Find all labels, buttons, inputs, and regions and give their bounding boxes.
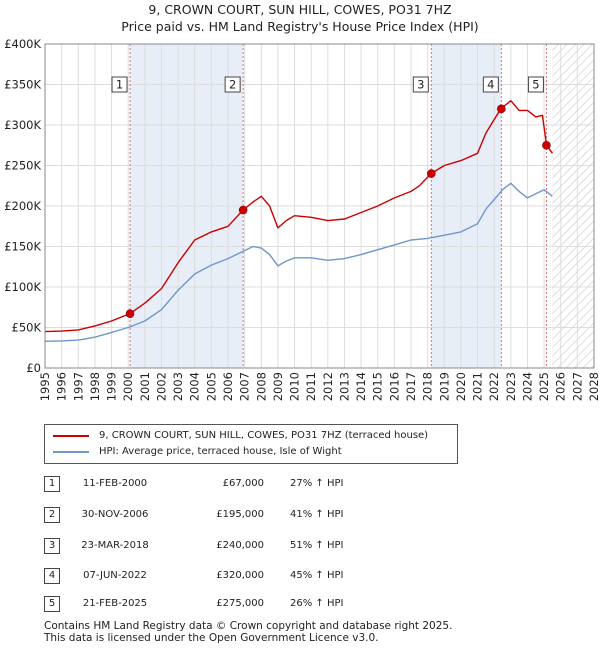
sale-hpi-change: 26% ↑ HPI [290, 598, 344, 609]
sale-number-box [111, 76, 128, 93]
sale-number-box [482, 76, 499, 93]
x-tick-label: 2008 [254, 372, 268, 401]
y-tick-label: £50K [12, 321, 42, 335]
hpi-line [44, 182, 553, 342]
x-tick-label: 2014 [354, 372, 368, 401]
sale-point [125, 309, 135, 319]
footer-line1: Contains HM Land Registry data © Crown c… [44, 620, 453, 632]
price-chart: 1 2 3 4 5 £0 £50K £100K £150K £200K £250K £300K £350… [4, 37, 600, 401]
sale-number-badge: 3 [44, 538, 60, 554]
x-tick-label: 2004 [188, 372, 202, 401]
x-tick-label: 2002 [154, 372, 168, 401]
y-tick-label: £400K [4, 37, 41, 51]
sale-hpi-change: 45% ↑ HPI [290, 570, 344, 581]
x-tick-label: 1997 [71, 372, 85, 401]
legend-swatch-hpi [53, 451, 89, 453]
chart-title-line1: 9, CROWN COURT, SUN HILL, COWES, PO31 7H… [148, 2, 452, 17]
table-row: 2 30-NOV-2006 £195,000 41% ↑ HPI [0, 507, 600, 527]
sale-price: £195,000 [216, 509, 264, 520]
property-price-line [44, 100, 553, 333]
x-tick-label: 2012 [321, 372, 335, 401]
legend-label-hpi: HPI: Average price, terraced house, Isle… [99, 446, 342, 457]
y-tick-label: £150K [4, 240, 41, 254]
x-tick-label: 2000 [121, 372, 135, 401]
sale-date: 23-MAR-2018 [81, 540, 149, 551]
table-row: 4 07-JUN-2022 £320,000 45% ↑ HPI [0, 568, 600, 588]
table-row: 5 21-FEB-2025 £275,000 26% ↑ HPI [0, 596, 600, 616]
sale-price: £67,000 [222, 478, 264, 489]
x-tick-label: 2007 [238, 372, 252, 401]
sale-price: £320,000 [216, 570, 264, 581]
legend: 9, CROWN COURT, SUN HILL, COWES, PO31 7H… [44, 424, 458, 464]
y-tick-label: £200K [4, 199, 41, 213]
x-tick-label: 2022 [487, 372, 501, 401]
x-tick-label: 2019 [437, 372, 451, 401]
x-tick-label: 2010 [288, 372, 302, 401]
sale-date: 21-FEB-2025 [82, 598, 148, 609]
x-tick-label: 2027 [570, 372, 584, 401]
x-tick-label: 2001 [138, 372, 152, 401]
x-tick-label: 2024 [520, 372, 534, 401]
sale-number-box [527, 76, 544, 93]
y-tick-label: £300K [4, 118, 41, 132]
sale-date: 11-FEB-2000 [82, 478, 148, 489]
x-tick-label: 2018 [421, 372, 435, 401]
x-tick-label: 2015 [371, 372, 385, 401]
chart-title-line2: Price paid vs. HM Land Registry's House … [121, 19, 479, 34]
x-tick-label: 2017 [404, 372, 418, 401]
x-tick-label: 2003 [171, 372, 185, 401]
sale-number-badge: 5 [44, 596, 60, 612]
legend-swatch-property [53, 435, 89, 437]
sale-number-label: 4 [487, 78, 494, 92]
x-tick-label: 2026 [554, 372, 568, 401]
x-tick-label: 1996 [55, 372, 69, 401]
x-tick-label: 1995 [38, 372, 52, 401]
sale-number-badge: 4 [44, 568, 60, 584]
sale-number-label: 3 [417, 78, 424, 92]
footer-line2: This data is licensed under the Open Gov… [44, 632, 379, 644]
x-tick-label: 2013 [337, 372, 351, 401]
x-tick-label: 2009 [271, 372, 285, 401]
x-tick-label: 2023 [504, 372, 518, 401]
x-tick-label: 1999 [105, 372, 119, 401]
sale-date: 07-JUN-2022 [83, 570, 147, 581]
sale-point [426, 169, 436, 178]
x-tick-label: 2025 [537, 372, 551, 401]
sale-hpi-change: 41% ↑ HPI [290, 509, 344, 520]
x-tick-label: 2016 [387, 372, 401, 401]
sale-point [238, 205, 248, 215]
y-tick-label: £250K [4, 159, 41, 173]
x-tick-label: 2011 [304, 372, 318, 401]
sale-number-badge: 2 [44, 507, 60, 523]
plot-border [44, 43, 595, 369]
sale-price: £240,000 [216, 540, 264, 551]
y-tick-label: £350K [4, 78, 41, 92]
x-tick-label: 2020 [454, 372, 468, 401]
x-tick-label: 2006 [221, 372, 235, 401]
sale-hpi-change: 27% ↑ HPI [290, 478, 344, 489]
sale-date: 30-NOV-2006 [81, 509, 149, 520]
x-tick-label: 1998 [88, 372, 102, 401]
x-tick-label: 2021 [471, 372, 485, 401]
x-tick-label: 2005 [204, 372, 218, 401]
sale-point [542, 140, 551, 150]
table-row: 3 23-MAR-2018 £240,000 51% ↑ HPI [0, 538, 600, 558]
sale-number-label: 2 [229, 78, 236, 92]
y-tick-label: £0 [26, 361, 41, 375]
sale-number-box [224, 76, 241, 93]
sale-number-badge: 1 [44, 476, 60, 492]
y-tick-label: £100K [4, 280, 41, 294]
x-tick-label: 2028 [587, 372, 600, 401]
sale-number-box [412, 76, 429, 93]
sale-number-label: 1 [116, 78, 123, 92]
table-row: 1 11-FEB-2000 £67,000 27% ↑ HPI [0, 476, 600, 496]
legend-label-property: 9, CROWN COURT, SUN HILL, COWES, PO31 7H… [99, 430, 429, 441]
sale-price: £275,000 [216, 598, 264, 609]
footer-attribution: Contains HM Land Registry data © Crown c… [44, 620, 452, 644]
sale-hpi-change: 51% ↑ HPI [290, 540, 344, 551]
sale-number-label: 5 [532, 78, 539, 92]
sale-point [497, 104, 506, 114]
